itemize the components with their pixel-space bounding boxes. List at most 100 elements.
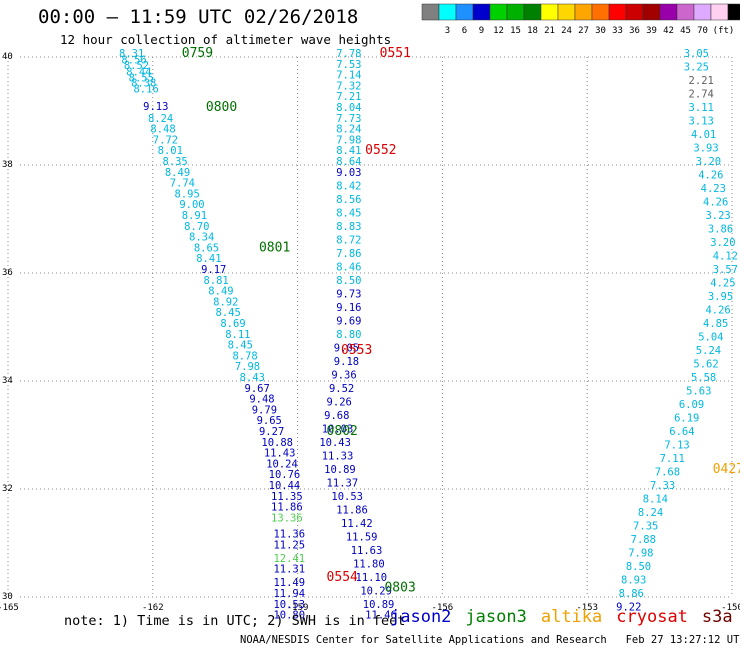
wave-height-value: 8.45 — [216, 307, 241, 319]
wave-height-value: 8.46 — [336, 261, 361, 273]
colorbar-tick-label: 21 — [544, 26, 555, 36]
colorbar-unit: (ft) — [713, 26, 735, 36]
wave-height-value: 5.62 — [693, 359, 718, 371]
wave-height-value: 8.14 — [643, 494, 668, 506]
wave-height-value: 8.86 — [619, 588, 644, 600]
colorbar-tick-label: 45 — [680, 26, 691, 36]
wave-height-value: 6.09 — [679, 399, 704, 411]
colorbar-swatch — [489, 3, 508, 21]
colorbar-tick-label: 6 — [462, 26, 467, 36]
colorbar-tick-label: 27 — [578, 26, 589, 36]
wave-height-value: 11.46 — [365, 610, 397, 622]
longitude-label: -162 — [142, 603, 164, 613]
wave-height-value: 8.44 — [126, 66, 151, 78]
wave-height-value: 9.22 — [616, 602, 641, 614]
longitude-label: -159 — [287, 603, 309, 613]
colorbar-swatch — [676, 3, 695, 21]
wave-height-value: 11.80 — [353, 558, 385, 570]
colorbar-swatch — [438, 3, 457, 21]
colorbar-swatch — [472, 3, 491, 21]
wave-height-value: 4.12 — [713, 251, 738, 263]
latitude-label: 30 — [2, 592, 13, 602]
wave-height-value: 3.20 — [696, 156, 721, 168]
wave-height-value: 7.68 — [655, 467, 680, 479]
latitude-label: 40 — [2, 52, 13, 62]
wave-height-value: 10.24 — [266, 458, 298, 470]
pass-time-label: 0553 — [341, 343, 372, 358]
wave-height-value: 7.73 — [336, 113, 361, 125]
wave-height-value: 7.98 — [336, 134, 361, 146]
wave-height-value: 11.43 — [264, 448, 296, 460]
wave-height-value: 3.11 — [689, 102, 714, 114]
wave-height-value: 8.35 — [162, 156, 187, 168]
colorbar-tick-label: 9 — [479, 26, 484, 36]
wave-height-value: 8.95 — [175, 188, 200, 200]
wave-height-value: 11.25 — [273, 539, 305, 551]
wave-height-value: 9.17 — [201, 264, 226, 276]
wave-height-value: 9.69 — [336, 315, 361, 327]
colorbar-swatch — [710, 3, 729, 21]
wave-height-value: 8.38 — [131, 78, 156, 90]
wave-height-value: 3.05 — [684, 48, 709, 60]
wave-height-value: 10.29 — [360, 585, 392, 597]
wave-height-value: 3.86 — [708, 224, 733, 236]
wave-height-value: 8.78 — [232, 350, 257, 362]
colorbar-tick-label: 36 — [629, 26, 640, 36]
colorbar-swatch — [642, 3, 661, 21]
pass-time-label: 0759 — [182, 46, 213, 61]
wave-height-value: 8.31 — [119, 48, 144, 60]
wave-height-value: 4.85 — [703, 318, 728, 330]
colorbar-tick-label: 30 — [595, 26, 606, 36]
wave-height-value: 10.53 — [331, 491, 363, 503]
wave-height-value: 7.86 — [336, 248, 361, 260]
wave-height-value: 8.49 — [208, 286, 233, 298]
colorbar-tick-label: 3 — [445, 26, 450, 36]
wave-height-value: 7.14 — [336, 70, 361, 82]
wave-height-value: 8.04 — [336, 102, 361, 114]
wave-height-value: 8.64 — [336, 156, 361, 168]
wave-height-value: 7.98 — [628, 548, 653, 560]
wave-height-value: 9.18 — [334, 356, 359, 368]
wave-height-value: 8.24 — [336, 124, 361, 136]
wave-height-value: 8.24 — [148, 113, 173, 125]
colorbar-swatch — [523, 3, 542, 21]
colorbar-swatch — [727, 3, 740, 21]
wave-height-value: 9.16 — [336, 302, 361, 314]
colorbar-swatch — [506, 3, 525, 21]
colorbar-tick-label: 42 — [663, 26, 674, 36]
wave-height-value: 8.52 — [124, 60, 149, 72]
wave-height-value: 2.74 — [689, 89, 714, 101]
pass-time-label: 0802 — [327, 424, 358, 439]
wave-height-value: 10.89 — [324, 464, 356, 476]
colorbar-tick-label: 12 — [493, 26, 504, 36]
wave-height-value: 10.88 — [261, 437, 293, 449]
colorbar-swatch — [540, 3, 559, 21]
wave-height-value: 11.49 — [273, 577, 305, 589]
legend-altika: altika — [540, 607, 603, 627]
wave-height-value: 8.72 — [336, 234, 361, 246]
colorbar-swatch — [591, 3, 610, 21]
wave-height-value: 7.35 — [633, 521, 658, 533]
legend-jason2: jason2 — [390, 607, 452, 627]
wave-height-value: 8.93 — [621, 575, 646, 587]
wave-height-value: 3.20 — [710, 237, 735, 249]
graticule — [7, 56, 733, 598]
wave-height-value: 8.50 — [626, 561, 651, 573]
colorbar-swatch — [693, 3, 712, 21]
wave-height-value: 8.65 — [194, 242, 219, 254]
colorbar-swatch — [574, 3, 593, 21]
wave-height-value: 7.21 — [336, 91, 361, 103]
track-0759-0801: 8.318.568.528.448.558.388.16 9.138.248.48… — [119, 46, 305, 622]
wave-height-value: 4.26 — [698, 170, 723, 182]
colorbar-swatch — [625, 3, 644, 21]
wave-height-value: 7.11 — [660, 453, 685, 465]
wave-height-value: 11.86 — [271, 502, 303, 514]
wave-height-value: 11.36 — [273, 529, 305, 541]
wave-height-value: 9.27 — [259, 426, 284, 438]
pass-time-label: 0554 — [327, 570, 358, 585]
pass-time-label: 0427 — [713, 462, 740, 477]
wave-height-value: 9.00 — [179, 199, 204, 211]
legend-s3a: s3a — [701, 607, 733, 627]
wave-height-value: 8.92 — [213, 296, 238, 308]
